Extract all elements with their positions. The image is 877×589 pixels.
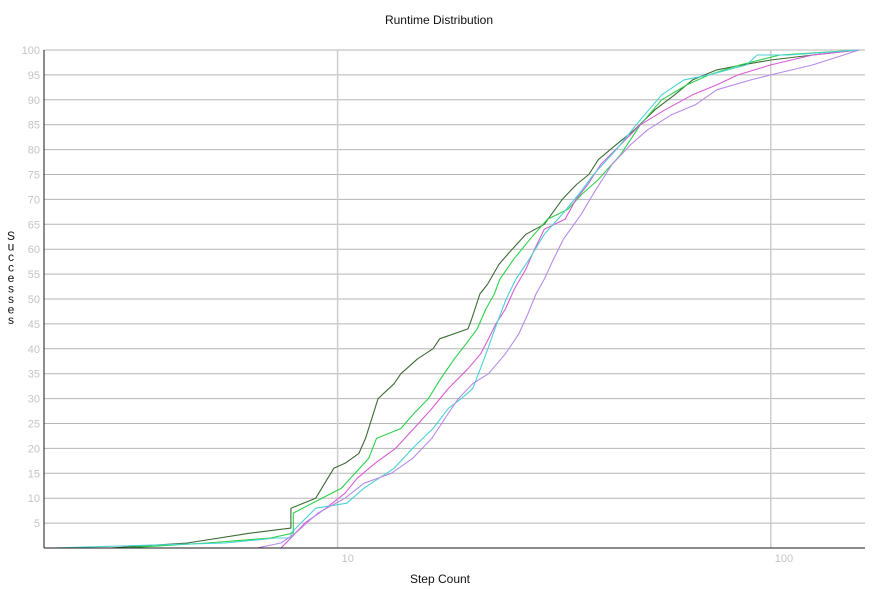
tick-labels: 5 10 15 20 25 30 35 40 45 50 55 60 65 70 75 80 85 90 95 100… [22, 45, 794, 565]
y-axis-title-letter: e [8, 303, 15, 317]
y-tick-label: 75 [28, 170, 40, 182]
x-tick-label: 100 [775, 553, 793, 565]
y-tick-label: 85 [28, 120, 40, 132]
y-tick-label: 100 [22, 45, 40, 57]
y-tick-label: 55 [28, 269, 40, 281]
y-tick-label: 60 [28, 244, 40, 256]
series-lines [52, 49, 860, 549]
y-tick-label: 95 [28, 70, 40, 82]
y-tick-label: 10 [28, 493, 40, 505]
series-line [76, 49, 860, 549]
y-tick-label: 70 [28, 194, 40, 206]
y-axis-title-letter: s [8, 313, 14, 327]
y-axis-title-letter: s [8, 292, 14, 306]
y-axis-title-letter: s [8, 282, 14, 296]
x-tick-label: 10 [342, 553, 354, 565]
x-axis-title: Step Count [410, 572, 471, 586]
y-tick-label: 90 [28, 95, 40, 107]
y-tick-label: 50 [28, 294, 40, 306]
y-tick-label: 25 [28, 419, 40, 431]
y-tick-label: 15 [28, 468, 40, 480]
y-tick-label: 80 [28, 145, 40, 157]
axes [43, 50, 865, 549]
y-tick-label: 65 [28, 219, 40, 231]
y-axis-title-letter: e [8, 271, 15, 285]
y-tick-label: 45 [28, 319, 40, 331]
y-axis-title-letter: c [8, 250, 14, 264]
y-tick-label: 30 [28, 394, 40, 406]
series-line [98, 49, 860, 549]
y-tick-label: 20 [28, 443, 40, 455]
y-axis-title-letter: S [7, 229, 15, 243]
grid [44, 49, 865, 548]
chart-title: Runtime Distribution [385, 13, 493, 27]
y-tick-label: 35 [28, 369, 40, 381]
series-line [52, 49, 860, 549]
y-tick-label: 5 [34, 518, 40, 530]
y-axis-title-letter: c [8, 261, 14, 275]
series-line [111, 49, 860, 549]
series-line [123, 49, 860, 549]
y-axis-title-letter: u [8, 240, 15, 254]
y-tick-label: 40 [28, 344, 40, 356]
